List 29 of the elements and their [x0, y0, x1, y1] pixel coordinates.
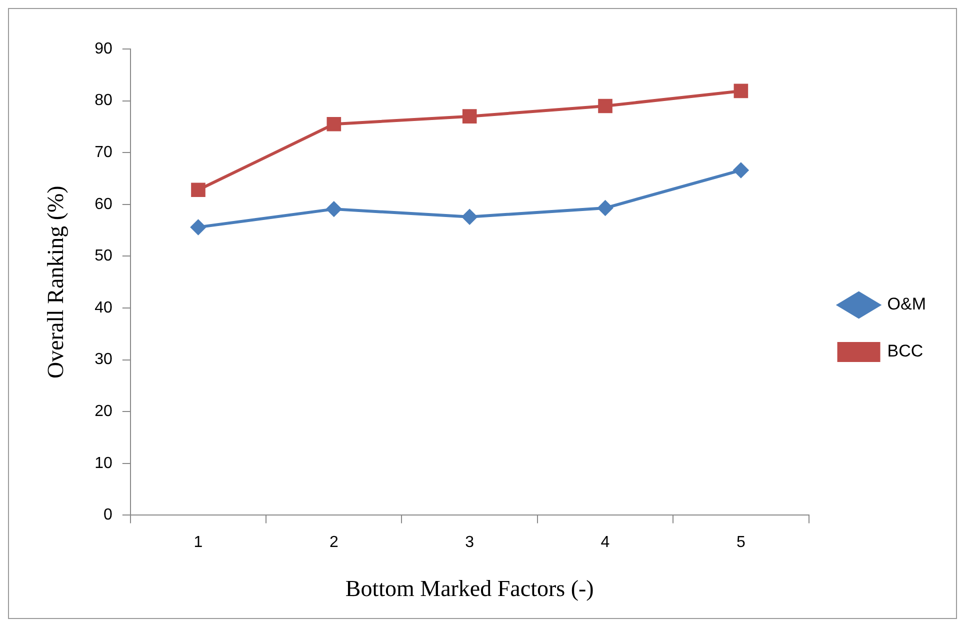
x-tick-label: 1 — [194, 534, 203, 552]
y-tick-label: 40 — [94, 299, 112, 316]
point — [598, 98, 612, 114]
x-tick-label: 4 — [600, 534, 610, 552]
point — [462, 209, 478, 224]
legend-label: BCC — [887, 342, 924, 361]
y-tick-label: 10 — [94, 454, 112, 472]
point — [734, 84, 748, 98]
x-tick-label: 2 — [329, 534, 338, 552]
x-axis-title: Bottom Marked Factors (-) — [345, 576, 594, 602]
y-axis-title: Overall Ranking (%) — [42, 186, 68, 379]
x-tick-label: 5 — [736, 534, 746, 552]
legend-label: O&M — [887, 294, 926, 314]
y-tick-label: 80 — [94, 92, 112, 110]
point — [326, 116, 342, 132]
point — [326, 202, 342, 217]
y-tick-label: 50 — [94, 248, 112, 265]
point — [598, 200, 613, 216]
point — [190, 220, 206, 235]
y-tick-label: 20 — [94, 403, 112, 420]
point — [733, 162, 748, 178]
y-tick-label: 90 — [94, 40, 112, 58]
y-tick-label: 0 — [103, 506, 112, 524]
y-tick-label: 70 — [94, 144, 112, 162]
y-tick-label: 30 — [94, 351, 112, 368]
y-tick-label: 60 — [94, 196, 112, 213]
x-tick-label: 3 — [465, 534, 474, 552]
point — [462, 109, 477, 124]
point — [191, 182, 206, 198]
